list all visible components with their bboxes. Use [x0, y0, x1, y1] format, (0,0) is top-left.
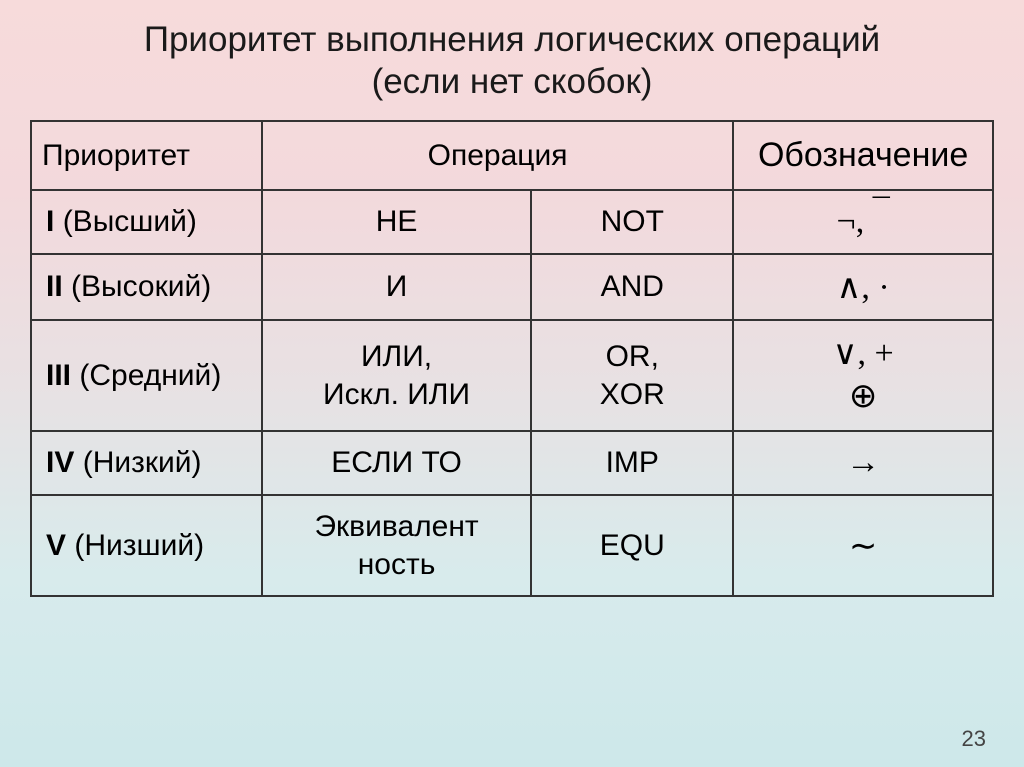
table-row: IV (Низкий) ЕСЛИ ТО IMP →: [31, 431, 993, 495]
level-number: V: [46, 529, 66, 562]
table-row: V (Низший) Эквивалент ность EQU ∼: [31, 495, 993, 596]
header-notation: Обозначение: [733, 121, 993, 190]
op-en: NOT: [531, 190, 733, 254]
op-ru-line1: Эквивалент: [277, 508, 516, 546]
level-number: II: [46, 270, 63, 303]
op-ru: ИЛИ, Искл. ИЛИ: [262, 320, 531, 431]
op-en: EQU: [531, 495, 733, 596]
header-operation: Операция: [262, 121, 733, 190]
table-row: II (Высокий) И AND ∧, ·: [31, 254, 993, 320]
notation-cell: →: [733, 431, 993, 495]
op-ru: ЕСЛИ ТО: [262, 431, 531, 495]
level-desc: (Высокий): [71, 270, 211, 303]
notation-cell: ∧, ·: [733, 254, 993, 320]
priority-cell: V (Низший): [31, 495, 262, 596]
op-en: OR, XOR: [531, 320, 733, 431]
notation-cell: ∨, + ⊕: [733, 320, 993, 431]
op-ru: Эквивалент ность: [262, 495, 531, 596]
title-line1: Приоритет выполнения логических операций: [30, 20, 994, 60]
level-number: III: [46, 359, 71, 392]
header-priority: Приоритет: [31, 121, 262, 190]
op-en: IMP: [531, 431, 733, 495]
priority-cell: III (Средний): [31, 320, 262, 431]
title-line2: (если нет скобок): [30, 62, 994, 102]
op-ru-line1: ИЛИ,: [277, 338, 516, 376]
header-row: Приоритет Операция Обозначение: [31, 121, 993, 190]
notation-cell: ¬, ¯: [733, 190, 993, 254]
op-ru: НЕ: [262, 190, 531, 254]
level-number: IV: [46, 446, 74, 479]
level-number: I: [46, 205, 54, 238]
sym-line1: ∨, +: [748, 333, 978, 376]
level-desc: (Низкий): [83, 446, 202, 479]
notation-cell: ∼: [733, 495, 993, 596]
table-row: I (Высший) НЕ NOT ¬, ¯: [31, 190, 993, 254]
op-ru-line2: Искл. ИЛИ: [277, 376, 516, 414]
op-ru: И: [262, 254, 531, 320]
priority-table: Приоритет Операция Обозначение I (Высший…: [30, 120, 994, 597]
page-number: 23: [962, 726, 986, 752]
priority-cell: II (Высокий): [31, 254, 262, 320]
op-en-line1: OR,: [546, 338, 718, 376]
table-row: III (Средний) ИЛИ, Искл. ИЛИ OR, XOR ∨, …: [31, 320, 993, 431]
op-ru-line2: ность: [277, 546, 516, 584]
level-desc: (Высший): [63, 205, 197, 238]
op-en: AND: [531, 254, 733, 320]
level-desc: (Низший): [74, 529, 204, 562]
level-desc: (Средний): [79, 359, 221, 392]
sym-line2: ⊕: [748, 376, 978, 419]
op-en-line2: XOR: [546, 376, 718, 414]
priority-cell: IV (Низкий): [31, 431, 262, 495]
priority-cell: I (Высший): [31, 190, 262, 254]
